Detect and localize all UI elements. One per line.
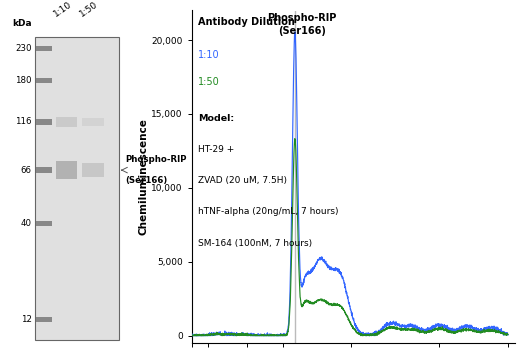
- Text: kDa: kDa: [12, 19, 32, 28]
- Text: 230: 230: [15, 44, 32, 53]
- Bar: [56, 161, 77, 180]
- Text: 116: 116: [15, 117, 32, 126]
- Text: 1:10: 1:10: [198, 50, 220, 61]
- Text: 1:10: 1:10: [51, 0, 73, 19]
- Text: ZVAD (20 uM, 7.5H): ZVAD (20 uM, 7.5H): [198, 176, 287, 185]
- Bar: [36, 317, 53, 322]
- Text: 40: 40: [21, 219, 32, 228]
- Bar: [83, 163, 103, 177]
- Bar: [36, 167, 53, 173]
- Text: 1:50: 1:50: [198, 77, 220, 87]
- Text: 12: 12: [21, 315, 32, 324]
- Text: Model:: Model:: [198, 113, 235, 122]
- Text: (Ser166): (Ser166): [126, 176, 168, 185]
- Text: HT-29 +: HT-29 +: [198, 145, 235, 154]
- Text: Antibody Dilution: Antibody Dilution: [198, 17, 295, 27]
- Text: SM-164 (100nM, 7 hours): SM-164 (100nM, 7 hours): [198, 239, 313, 247]
- Text: hTNF-alpha (20ng/mL, 7 hours): hTNF-alpha (20ng/mL, 7 hours): [198, 207, 339, 216]
- Bar: [36, 119, 53, 125]
- Text: 66: 66: [21, 166, 32, 175]
- Bar: [36, 46, 53, 51]
- Text: 180: 180: [15, 76, 32, 85]
- Text: 1:50: 1:50: [79, 0, 100, 19]
- Bar: [83, 118, 103, 126]
- Bar: [34, 37, 119, 340]
- Bar: [36, 220, 53, 226]
- Text: Phospho-RIP
(Ser166): Phospho-RIP (Ser166): [267, 13, 336, 36]
- Y-axis label: Chemiluminescence: Chemiluminescence: [138, 118, 149, 235]
- Bar: [36, 78, 53, 83]
- Bar: [56, 117, 77, 127]
- Text: Phospho-RIP: Phospho-RIP: [126, 155, 187, 164]
